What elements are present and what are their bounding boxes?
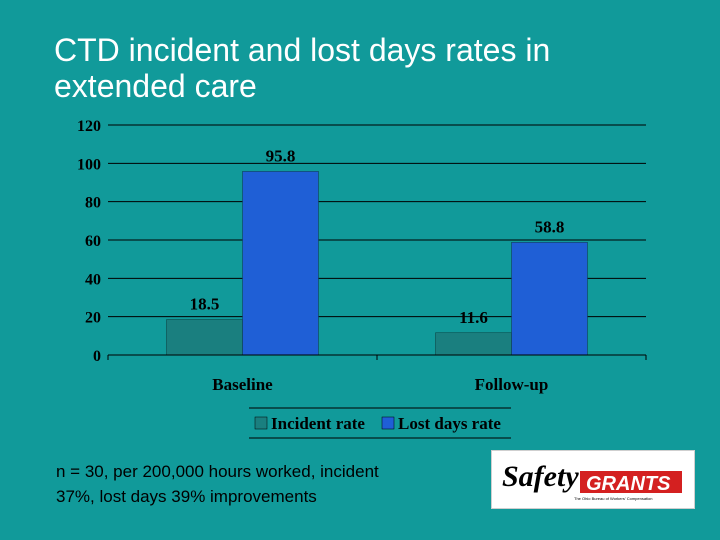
y-tick-label: 100: [77, 156, 101, 173]
slide-title: CTD incident and lost days rates in exte…: [54, 32, 674, 104]
legend: Incident rate Lost days rate: [249, 407, 511, 439]
logo-safety-text: Safety: [502, 460, 579, 493]
y-tick-label: 120: [77, 118, 101, 135]
data-label: 11.6: [459, 308, 488, 327]
x-category-label: Baseline: [212, 375, 273, 394]
y-tick-label: 0: [93, 348, 101, 365]
bar-incident-follow-up: [435, 332, 512, 356]
logo-grants-bar: [580, 471, 682, 493]
legend-swatch-lost-days: [381, 416, 395, 430]
y-tick-label: 20: [85, 310, 101, 327]
axes: 0 20 40 60 80 100 120 Baseline Follow-up: [77, 118, 647, 394]
data-labels: 18.5 95.8 11.6 58.8: [190, 146, 565, 326]
footnote-line1: n = 30, per 200,000 hours worked, incide…: [56, 462, 379, 481]
bar-lost-days-follow-up: [511, 242, 588, 356]
safety-grants-logo: Safety GRANTS The Ohio Bureau of Workers…: [491, 450, 695, 509]
legend-label-lost-days: Lost days rate: [398, 414, 501, 433]
bar-lost-days-baseline: [242, 171, 319, 356]
bar-chart: 0 20 40 60 80 100 120 Baseline Follow-up 18.5 95.…: [77, 118, 647, 439]
y-tick-label: 60: [85, 233, 101, 250]
y-tick-label: 80: [85, 195, 101, 212]
y-tick-label: 40: [85, 271, 101, 288]
safety-grants-logo-graphic: Safety GRANTS The Ohio Bureau of Workers…: [502, 460, 682, 501]
grid-lines: [108, 124, 646, 318]
data-label: 58.8: [535, 217, 565, 236]
footnote-line2: 37%, lost days 39% improvements: [56, 487, 317, 506]
data-label: 18.5: [190, 295, 220, 314]
slide-title-line1: CTD incident and lost days rates in: [54, 32, 551, 68]
bars: [166, 171, 588, 356]
logo-tagline: The Ohio Bureau of Workers' Compensation: [574, 496, 653, 501]
logo-grants-text: GRANTS: [586, 473, 671, 495]
legend-label-incident: Incident rate: [271, 414, 365, 433]
legend-swatch-incident: [254, 416, 268, 430]
slide-title-line2: extended care: [54, 68, 257, 104]
footnote: n = 30, per 200,000 hours worked, incide…: [56, 459, 476, 509]
data-label: 95.8: [266, 146, 296, 165]
bar-incident-baseline: [166, 319, 243, 356]
x-category-label: Follow-up: [475, 375, 549, 394]
